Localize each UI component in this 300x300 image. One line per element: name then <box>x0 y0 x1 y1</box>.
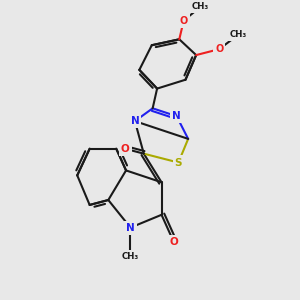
Text: CH₃: CH₃ <box>122 252 139 261</box>
Text: N: N <box>172 111 181 121</box>
Text: N: N <box>130 116 139 126</box>
Text: S: S <box>175 158 182 167</box>
Text: O: O <box>121 144 130 154</box>
Text: CH₃: CH₃ <box>192 2 209 11</box>
Text: O: O <box>180 16 188 26</box>
Text: O: O <box>215 44 223 54</box>
Text: O: O <box>169 237 178 248</box>
Text: CH₃: CH₃ <box>230 30 247 39</box>
Text: N: N <box>126 223 135 232</box>
